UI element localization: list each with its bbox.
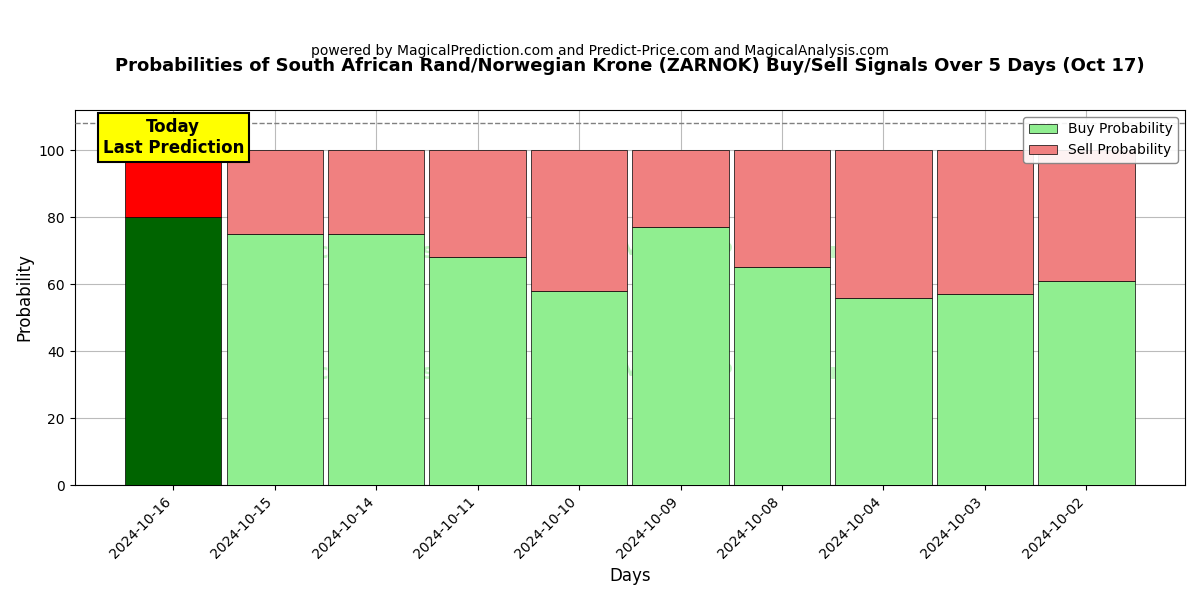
Bar (632, 227, 728, 485)
Text: MagicalAnalysis.com: MagicalAnalysis.com (254, 362, 516, 383)
Bar (328, 150, 425, 234)
Text: MagicalPrediction.com: MagicalPrediction.com (620, 242, 906, 262)
Bar (632, 150, 728, 227)
X-axis label: Days: Days (610, 567, 650, 585)
Text: MagicalPrediction.com: MagicalPrediction.com (620, 362, 906, 383)
Bar (125, 150, 222, 217)
Text: powered by MagicalPrediction.com and Predict-Price.com and MagicalAnalysis.com: powered by MagicalPrediction.com and Pre… (311, 44, 889, 58)
Bar (734, 268, 830, 485)
Y-axis label: Probability: Probability (16, 254, 34, 341)
Legend: Buy Probability, Sell Probability: Buy Probability, Sell Probability (1024, 117, 1178, 163)
Bar (937, 294, 1033, 485)
Bar (530, 150, 628, 291)
Bar (227, 150, 323, 234)
Bar (835, 150, 931, 298)
Text: Today
Last Prediction: Today Last Prediction (103, 118, 244, 157)
Bar (125, 217, 222, 485)
Bar (430, 257, 526, 485)
Bar (835, 298, 931, 485)
Bar (734, 150, 830, 268)
Bar (227, 234, 323, 485)
Bar (530, 291, 628, 485)
Bar (937, 150, 1033, 294)
Bar (1038, 150, 1134, 281)
Bar (328, 234, 425, 485)
Bar (430, 150, 526, 257)
Title: Probabilities of South African Rand/Norwegian Krone (ZARNOK) Buy/Sell Signals Ov: Probabilities of South African Rand/Norw… (115, 57, 1145, 75)
Text: MagicalAnalysis.com: MagicalAnalysis.com (254, 242, 516, 262)
Bar (1038, 281, 1134, 485)
